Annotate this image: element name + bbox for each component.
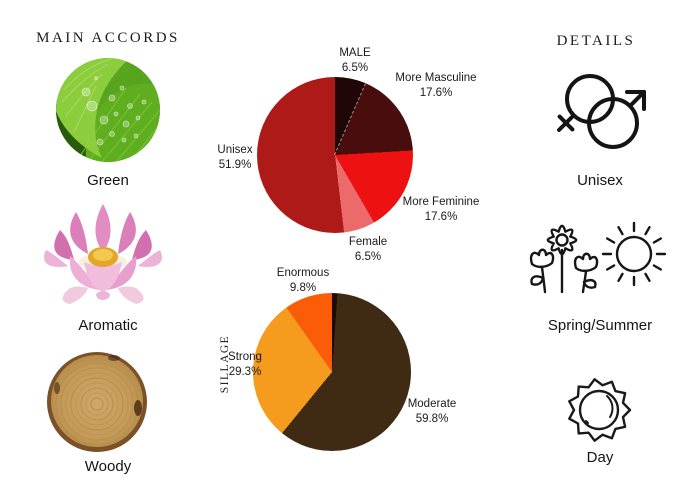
gender-pie-chart	[257, 77, 413, 233]
pie-label-more-masculine: More Masculine 17.6%	[395, 71, 477, 99]
detail-label-time: Day	[586, 449, 614, 466]
unisex-gender-icon	[557, 74, 646, 149]
accord-label-woody: Woody	[84, 458, 132, 475]
pie-label-moderate: Moderate 59.8%	[407, 397, 457, 425]
day-sun-icon	[568, 378, 632, 442]
detail-label-gender: Unisex	[577, 172, 623, 189]
pie-label-strong: Strong 29.3%	[228, 350, 262, 378]
wood-slice-photo	[47, 352, 147, 452]
main-accords-heading: MAIN ACCORDS	[36, 30, 180, 46]
pie-label-enormous: Enormous 9.8%	[276, 266, 330, 294]
lotus-flower-photo	[44, 204, 162, 304]
accord-label-green: Green	[87, 172, 129, 189]
sillage-pie-chart	[253, 293, 411, 451]
accord-label-aromatic: Aromatic	[78, 317, 138, 334]
pie-label-male: MALE 6.5%	[339, 46, 371, 74]
details-heading: DETAILS	[556, 33, 636, 49]
pie-label-female: Female 6.5%	[348, 235, 388, 263]
sillage-axis-label: SILLAGE	[219, 334, 231, 394]
pie-label-unisex: Unisex 51.9%	[217, 143, 253, 171]
detail-label-season: Spring/Summer	[547, 317, 653, 334]
flowers-sun-icon	[529, 221, 667, 294]
green-leaf-photo	[56, 58, 160, 162]
pie-label-more-feminine: More Feminine 17.6%	[402, 195, 480, 223]
